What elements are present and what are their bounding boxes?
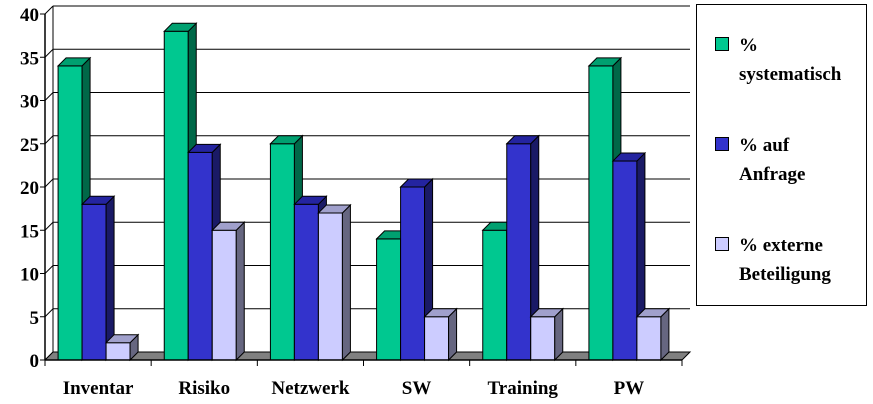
gridline-side — [44, 92, 54, 101]
legend-label: % externe Beteiligung — [739, 235, 831, 285]
bar — [530, 316, 556, 361]
bar-top — [211, 221, 246, 231]
y-tick-label: 35 — [20, 48, 39, 69]
x-category-label: Risiko — [178, 378, 230, 399]
bar-top — [587, 57, 623, 67]
bar-side — [448, 307, 458, 362]
y-tick-label: 15 — [20, 221, 39, 242]
bar-top — [104, 334, 140, 344]
gridline-side — [44, 48, 54, 58]
legend-label: % auf Anfrage — [739, 135, 806, 185]
x-category-label: Netzwerk — [271, 378, 350, 399]
bar-top — [187, 143, 222, 153]
bar-side — [235, 221, 245, 362]
x-category-label: Inventar — [63, 378, 134, 399]
bar-side — [660, 307, 670, 362]
legend-item: % auf Anfrage — [715, 131, 805, 189]
bar — [211, 229, 237, 361]
bar — [424, 316, 450, 361]
bar — [506, 143, 532, 361]
bar-top — [80, 195, 116, 205]
y-tick-label: 0 — [30, 351, 40, 372]
x-category-label: PW — [614, 378, 645, 399]
bar-top — [163, 22, 198, 32]
legend-swatch — [715, 237, 729, 251]
axes — [40, 13, 683, 366]
bar — [636, 316, 662, 361]
gridline-side — [44, 265, 54, 274]
x-category-label: Training — [488, 378, 559, 399]
bar — [163, 30, 189, 361]
bar — [81, 203, 107, 361]
bar — [187, 151, 213, 361]
bar — [317, 212, 343, 361]
bar — [293, 203, 319, 361]
bar-top — [423, 308, 458, 318]
legend: % systematisch % auf Anfrage % externe Beteil… — [696, 4, 867, 306]
gridline-side — [44, 308, 54, 318]
gridline-side — [44, 5, 54, 15]
bar-side — [341, 203, 351, 362]
gridlines — [44, 5, 690, 361]
legend-swatch — [715, 137, 729, 151]
bar-side — [554, 307, 564, 362]
bar — [612, 160, 638, 361]
bar — [400, 186, 426, 361]
bar-top — [635, 308, 671, 318]
bar-top — [269, 135, 304, 145]
bar-top — [529, 308, 564, 318]
bar-top — [56, 57, 92, 67]
y-tick-label: 10 — [20, 265, 39, 286]
bar-top — [505, 135, 540, 145]
y-tick-label: 25 — [20, 135, 39, 156]
gridline-side — [44, 135, 54, 145]
y-tick-label: 5 — [30, 308, 40, 329]
legend-item: % externe Beteiligung — [715, 231, 831, 289]
gridline-side — [44, 221, 54, 231]
bar — [105, 342, 131, 361]
y-tick-labels: 0 5 10 15 20 25 30 35 40 — [20, 5, 39, 372]
bar — [376, 238, 402, 361]
bar — [269, 143, 295, 361]
y-tick-label: 20 — [20, 178, 39, 199]
gridline-side — [44, 178, 54, 188]
bar-top — [293, 195, 328, 205]
legend-label: % systematisch — [739, 35, 842, 85]
y-tick-label: 30 — [20, 92, 39, 113]
bar — [57, 65, 83, 361]
bar-top — [611, 152, 647, 162]
y-tick-label: 40 — [20, 5, 39, 26]
bar — [588, 65, 614, 361]
x-category-labels: Inventar Risiko Netzwerk SW Training PW — [63, 378, 645, 399]
x-category-label: SW — [402, 378, 432, 399]
bars — [56, 22, 671, 362]
bar-top — [399, 178, 434, 188]
legend-swatch — [715, 37, 729, 51]
bar-top — [317, 204, 352, 214]
legend-item: % systematisch — [715, 31, 841, 89]
bar — [482, 229, 508, 361]
